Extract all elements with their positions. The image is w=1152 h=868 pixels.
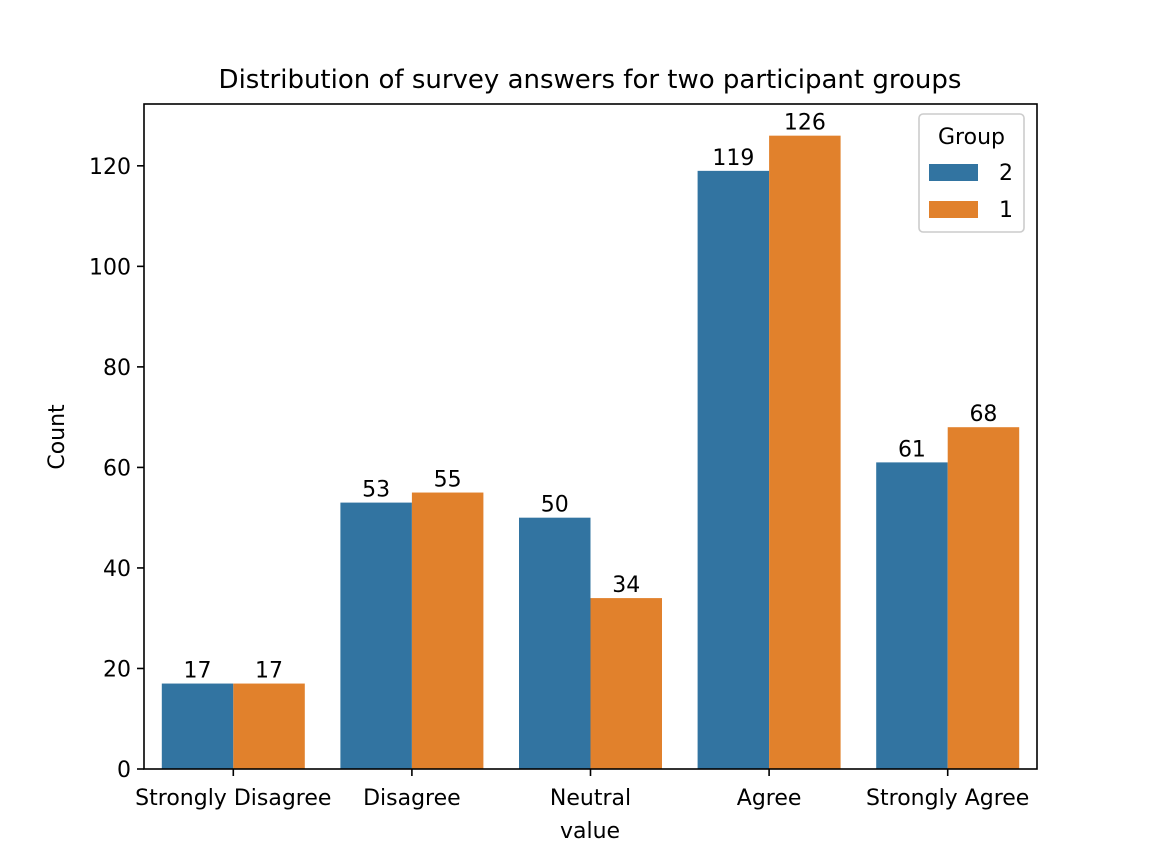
y-tick-label: 60: [103, 456, 131, 481]
axes-layer: 0 20 40 60 80 100 120 Strongly Disagree Disagree…: [89, 103, 1038, 811]
data-label: 17: [184, 659, 212, 684]
y-tick-label: 100: [89, 255, 131, 280]
legend-title: Group: [938, 125, 1005, 150]
bar-group-2-neutral: [519, 517, 591, 769]
x-tick-label: Neutral: [550, 786, 631, 811]
data-label: 50: [541, 493, 569, 518]
bar-group-1-strongly-agree: [947, 427, 1020, 769]
y-tick-label: 20: [103, 657, 131, 682]
data-label: 17: [255, 659, 283, 684]
data-label: 61: [898, 437, 926, 462]
x-tick-label: Disagree: [363, 786, 461, 811]
data-labels-layer: 17 17 53 55 50 34 119 126 61 68: [184, 111, 998, 684]
x-tick-label: Agree: [737, 786, 802, 811]
legend-swatch: [929, 164, 978, 181]
bar-group-2-strongly-agree: [876, 462, 948, 769]
x-tick-label: Strongly Agree: [866, 786, 1029, 811]
x-tick-label: Strongly Disagree: [135, 786, 331, 811]
bar-group-1-disagree: [411, 492, 484, 769]
data-label: 126: [784, 111, 826, 136]
legend-label: 2: [999, 161, 1013, 186]
bar-group-1-strongly-disagree: [233, 683, 305, 769]
y-tick-label: 0: [117, 758, 131, 783]
data-label: 55: [434, 468, 462, 493]
legend-swatch: [929, 201, 978, 218]
bar-group-2-agree: [697, 170, 770, 769]
y-tick-label: 80: [103, 356, 131, 381]
x-axis-label: value: [560, 819, 620, 844]
y-tick-label: 120: [89, 155, 131, 180]
y-tick-label: 40: [103, 557, 131, 582]
data-label: 53: [362, 478, 390, 503]
data-label: 34: [612, 573, 640, 598]
bar-group-1-neutral: [590, 598, 662, 769]
data-label: 68: [969, 402, 997, 427]
bar-group-2-strongly-disagree: [161, 683, 234, 769]
bar-group-1-agree: [769, 135, 841, 769]
chart-title: Distribution of survey answers for two p…: [219, 65, 962, 95]
data-label: 119: [712, 146, 754, 171]
legend-label: 1: [999, 198, 1013, 223]
y-axis-label: Count: [45, 404, 70, 470]
bar-group-2-disagree: [340, 502, 412, 769]
bars-layer: [161, 135, 1020, 769]
legend: Group 2 1: [918, 113, 1025, 233]
